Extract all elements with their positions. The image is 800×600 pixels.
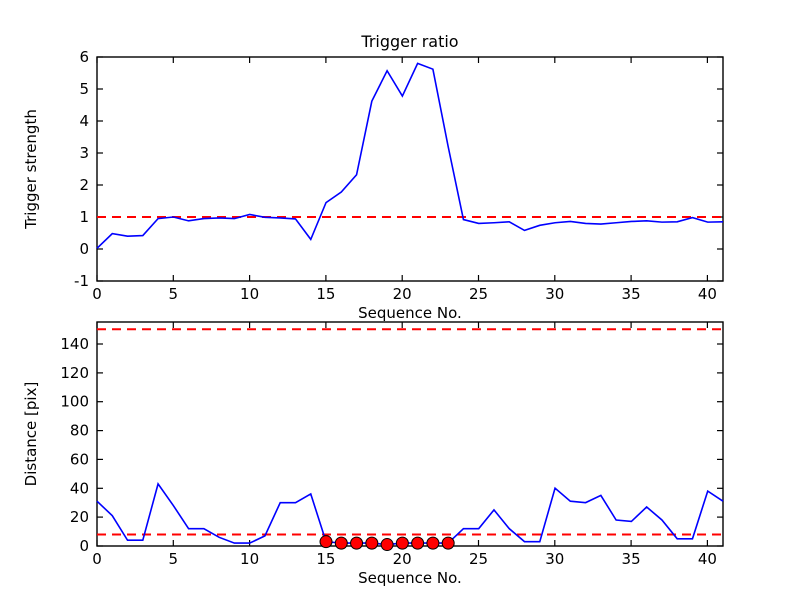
x-tick-label: 5 (169, 285, 179, 303)
matched-point-marker (334, 536, 348, 550)
x-tick-label: 40 (698, 550, 717, 568)
x-tick-label: 30 (545, 285, 564, 303)
matched-point-marker (395, 536, 409, 550)
y-axis-ticks-bottom-chart (97, 343, 723, 547)
x-tick-label: 15 (316, 550, 335, 568)
x-axis-title-top-chart: Sequence No. (358, 304, 462, 322)
x-tick-label: 25 (469, 550, 488, 568)
x-tick-label: 35 (622, 285, 641, 303)
matched-points-markers (319, 535, 455, 552)
x-axis-tick-labels-top-chart: 0 5 10 15 20 25 30 35 40 (92, 285, 717, 303)
x-axis-title-bottom-chart: Sequence No. (358, 569, 462, 587)
y-tick-label: 0 (79, 537, 89, 555)
y-tick-label: 40 (70, 479, 89, 497)
y-tick-label: -1 (74, 272, 89, 290)
y-axis-tick-labels-bottom-chart: 0 20 40 60 80 100 120 140 (60, 335, 89, 555)
y-tick-label: 3 (79, 144, 89, 162)
x-tick-label: 0 (92, 550, 102, 568)
matched-point-marker (426, 536, 440, 550)
plot-area-trigger-ratio (96, 56, 724, 282)
matched-point-marker (380, 538, 394, 552)
x-tick-label: 35 (622, 550, 641, 568)
y-tick-label: 0 (79, 240, 89, 258)
x-axis-ticks-top-chart (96, 57, 709, 281)
matched-point-marker (441, 536, 455, 550)
x-tick-label: 25 (469, 285, 488, 303)
y-tick-label: 80 (70, 422, 89, 440)
chart-title-trigger-ratio: Trigger ratio (360, 32, 458, 51)
y-axis-title-bottom-chart: Distance [pix] (22, 382, 40, 487)
matched-point-marker (365, 536, 379, 550)
x-tick-label: 20 (393, 285, 412, 303)
y-axis-tick-labels-top-chart: -1 0 1 2 3 4 5 6 (74, 48, 89, 290)
y-tick-label: 4 (79, 112, 89, 130)
y-tick-label: 120 (60, 364, 89, 382)
y-tick-label: 5 (79, 80, 89, 98)
y-tick-label: 20 (70, 508, 89, 526)
y-tick-label: 140 (60, 335, 89, 353)
x-tick-label: 10 (240, 550, 259, 568)
y-tick-label: 60 (70, 450, 89, 468)
y-tick-label: 2 (79, 176, 89, 194)
axes-trigger-ratio: Trigger ratio (22, 32, 724, 322)
y-tick-label: 6 (79, 48, 89, 66)
axes-distance: 0 20 40 60 80 100 120 140 (22, 321, 724, 587)
y-tick-label: 1 (79, 208, 89, 226)
x-tick-label: 10 (240, 285, 259, 303)
matched-point-marker (319, 535, 333, 549)
x-tick-label: 30 (545, 550, 564, 568)
x-tick-label: 40 (698, 285, 717, 303)
y-axis-title-top-chart: Trigger strength (22, 109, 40, 230)
plot-area-bottom-chart (96, 321, 724, 547)
data-line-trigger-strength (96, 62, 724, 249)
axes-frame-bottom-chart (96, 321, 724, 547)
x-tick-label: 5 (169, 550, 179, 568)
x-tick-label: 15 (316, 285, 335, 303)
matched-point-marker (411, 536, 425, 550)
x-tick-label: 0 (92, 285, 102, 303)
x-tick-label: 20 (393, 550, 412, 568)
x-axis-tick-labels-bottom-chart: 0 5 10 15 20 25 30 35 40 (92, 550, 717, 568)
axes-frame-top-chart (96, 56, 724, 282)
data-line-distance (96, 482, 724, 546)
y-tick-label: 100 (60, 393, 89, 411)
matched-point-marker (350, 536, 364, 550)
